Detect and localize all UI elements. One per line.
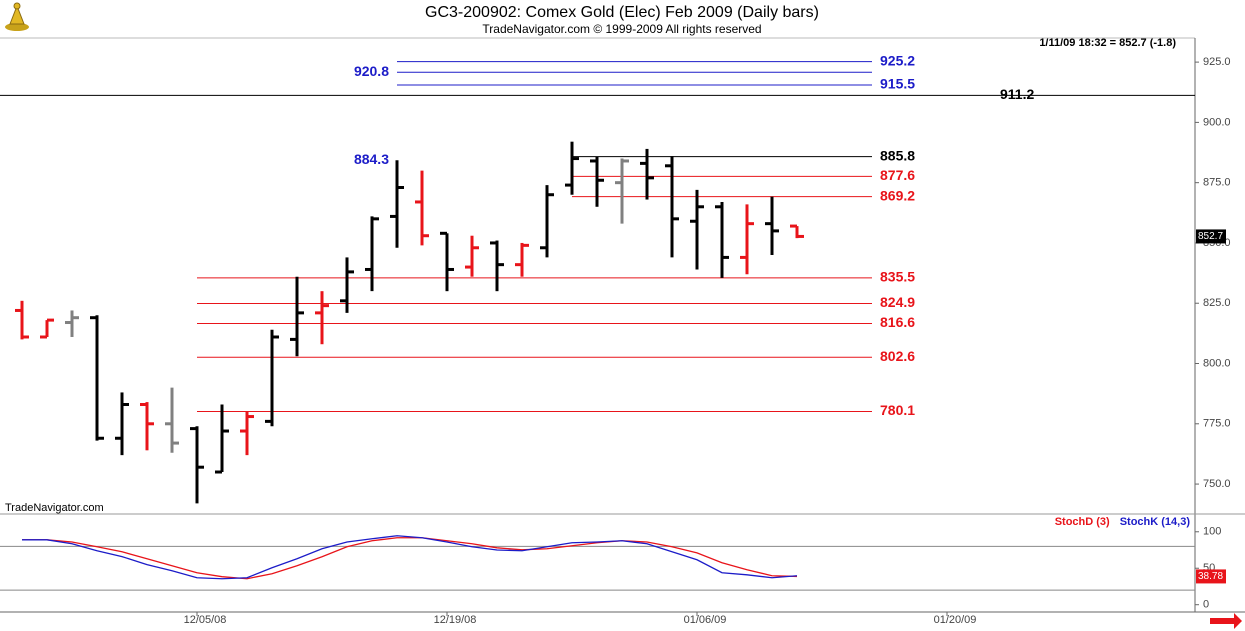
level-label: 824.9 bbox=[880, 294, 915, 310]
series-line bbox=[22, 537, 798, 580]
y-tick-label: 825.0 bbox=[1203, 297, 1231, 309]
y-tick-label: 875.0 bbox=[1203, 177, 1231, 189]
level-label: 780.1 bbox=[880, 402, 915, 418]
series-line bbox=[22, 535, 798, 580]
watermark: TradeNavigator.com bbox=[5, 502, 104, 514]
level-label: 835.5 bbox=[880, 269, 915, 285]
level-label: 915.5 bbox=[880, 76, 915, 92]
last-value-box bbox=[1196, 569, 1226, 584]
y-tick-label: 800.0 bbox=[1203, 357, 1231, 369]
level-label: 802.6 bbox=[880, 348, 915, 364]
level-label: 816.6 bbox=[880, 314, 915, 330]
level-label: 877.6 bbox=[880, 167, 915, 183]
legend-entry: StochD (3) bbox=[1055, 516, 1110, 528]
y-tick-label: 0 bbox=[1203, 599, 1209, 611]
last-price-box bbox=[1196, 229, 1226, 244]
x-tick-label: 01/06/09 bbox=[684, 614, 727, 626]
level-label: 869.2 bbox=[880, 187, 915, 203]
logo bbox=[5, 2, 29, 31]
annotation: 884.3 bbox=[354, 151, 389, 167]
y-tick-label: 925.0 bbox=[1203, 56, 1231, 68]
last-price-label: 852.7 bbox=[1198, 231, 1223, 242]
y-tick-label: 750.0 bbox=[1203, 478, 1231, 490]
x-tick-label: 12/19/08 bbox=[434, 614, 477, 626]
legend-entry: StochK (14,3) bbox=[1120, 516, 1191, 528]
level-label: 920.8 bbox=[354, 63, 389, 79]
level-label: 925.2 bbox=[880, 52, 915, 68]
level-label: 885.8 bbox=[880, 147, 915, 163]
y-tick-label: 775.0 bbox=[1203, 418, 1231, 430]
x-tick-label: 12/05/08 bbox=[184, 614, 227, 626]
level-label: 911.2 bbox=[1000, 86, 1034, 102]
y-tick-label: 900.0 bbox=[1203, 116, 1231, 128]
x-tick-label: 01/20/09 bbox=[934, 614, 977, 626]
scroll-arrow[interactable] bbox=[1210, 613, 1242, 629]
last-value-label: 38.78 bbox=[1198, 571, 1223, 582]
y-tick-label: 100 bbox=[1203, 526, 1221, 538]
quote: 1/11/09 18:32 = 852.7 (-1.8) bbox=[1039, 37, 1176, 49]
subtitle: TradeNavigator.com © 1999-2009 All right… bbox=[482, 22, 761, 36]
title: GC3-200902: Comex Gold (Elec) Feb 2009 (… bbox=[425, 4, 819, 21]
